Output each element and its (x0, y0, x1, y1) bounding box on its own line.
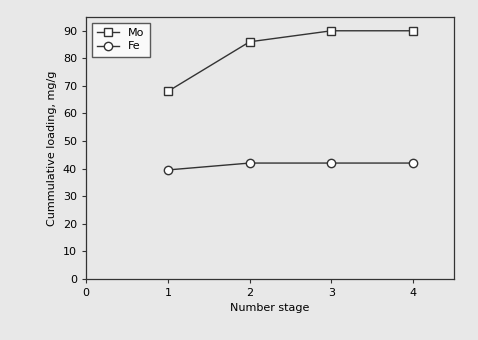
Mo (410, 29, 416, 33)
X-axis label: Number stage: Number stage (230, 303, 310, 313)
Mo (328, 29, 334, 33)
Fe (247, 161, 252, 165)
Fe (410, 161, 416, 165)
Legend: Mo, Fe: Mo, Fe (92, 22, 150, 57)
Mo (165, 89, 171, 94)
Line: Mo: Mo (163, 27, 417, 96)
Mo (247, 40, 252, 44)
Fe (165, 168, 171, 172)
Fe (328, 161, 334, 165)
Line: Fe: Fe (163, 159, 417, 174)
Y-axis label: Cummulative loading, mg/g: Cummulative loading, mg/g (47, 70, 57, 225)
